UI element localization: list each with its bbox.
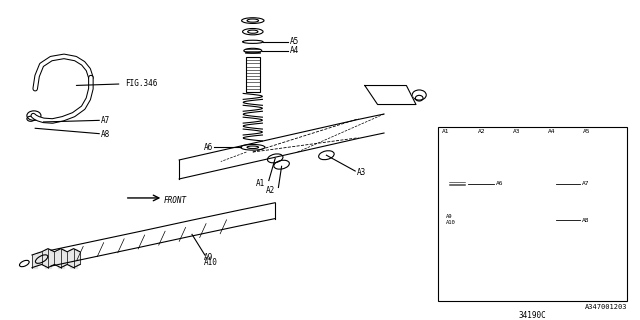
Text: A8: A8 — [582, 218, 589, 223]
Text: 34190C: 34190C — [519, 311, 547, 320]
Text: A5: A5 — [290, 37, 299, 46]
Text: A9: A9 — [446, 214, 452, 220]
Text: A1: A1 — [442, 129, 450, 134]
Text: A10: A10 — [204, 258, 218, 267]
Text: A3: A3 — [513, 129, 520, 134]
Text: FRONT: FRONT — [163, 196, 186, 205]
Text: A7: A7 — [101, 116, 110, 125]
Text: A7: A7 — [582, 181, 589, 186]
Text: A6: A6 — [496, 181, 504, 186]
Text: A4: A4 — [290, 46, 299, 55]
Text: A9: A9 — [204, 253, 212, 262]
Polygon shape — [365, 85, 416, 105]
Bar — [438, 127, 627, 301]
Text: FIG.346: FIG.346 — [125, 79, 157, 88]
Text: A2: A2 — [477, 129, 485, 134]
Text: A1: A1 — [257, 179, 266, 188]
Text: A4: A4 — [548, 129, 556, 134]
Text: A5: A5 — [583, 129, 591, 134]
Text: A2: A2 — [266, 186, 275, 195]
Text: A10: A10 — [446, 220, 456, 225]
Text: A3: A3 — [357, 168, 366, 177]
Bar — [246, 57, 260, 92]
Text: A8: A8 — [101, 130, 110, 139]
Text: A6: A6 — [204, 143, 213, 152]
Text: A347001203: A347001203 — [585, 304, 627, 310]
